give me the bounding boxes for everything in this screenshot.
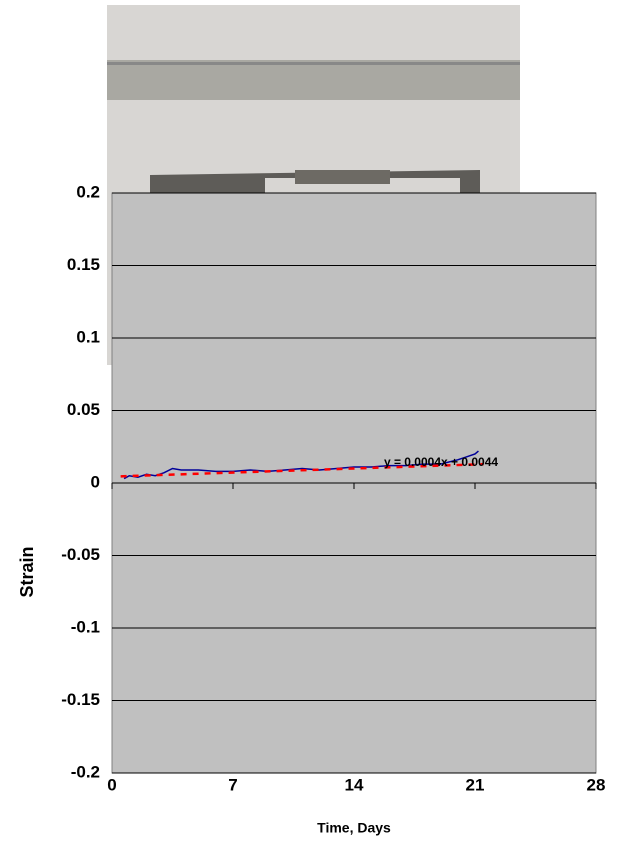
grid xyxy=(111,192,597,774)
x-tick-label: 21 xyxy=(466,775,485,794)
x-axis-label: Time, Days xyxy=(317,820,391,836)
y-tick-label: 0 xyxy=(91,472,100,491)
y-tick-label: 0.2 xyxy=(76,182,100,201)
series-line xyxy=(120,462,484,478)
y-axis-label: Strain xyxy=(17,546,37,597)
y-tick-label: 0.15 xyxy=(67,255,100,274)
x-tick-label: 7 xyxy=(228,775,237,794)
y-tick-label: -0.15 xyxy=(61,690,100,709)
y-tick-label: 0.1 xyxy=(76,327,100,346)
y-tick-label: -0.1 xyxy=(71,617,100,636)
marks xyxy=(120,450,484,480)
x-tick-label: 28 xyxy=(587,775,606,794)
x-tick-label: 0 xyxy=(107,775,116,794)
x-tick-label: 14 xyxy=(345,775,364,794)
y-tick-label: -0.2 xyxy=(71,762,100,781)
y-tick-label: -0.05 xyxy=(61,545,100,564)
annotation: y = 0.0004x + 0.0044 xyxy=(384,455,498,469)
y-tick-label: 0.05 xyxy=(67,400,100,419)
